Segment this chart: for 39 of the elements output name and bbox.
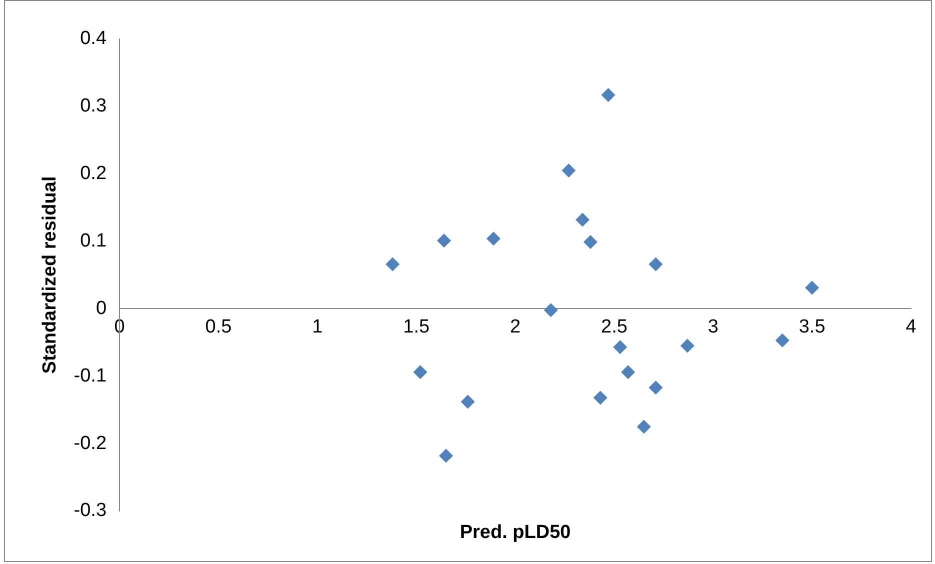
point	[593, 390, 608, 405]
point	[680, 338, 694, 353]
point	[437, 234, 452, 248]
point	[648, 257, 663, 272]
x-axis-title: Pred. pLD50	[460, 522, 571, 544]
x-tick-label: 2.5	[600, 316, 628, 338]
point	[576, 212, 590, 227]
point	[413, 365, 428, 380]
point	[460, 394, 475, 409]
point	[775, 333, 790, 348]
point	[636, 420, 651, 434]
point	[601, 88, 616, 102]
y-tick-label: -0.3	[74, 500, 107, 522]
x-tick-label: 0.5	[205, 316, 232, 338]
point	[562, 163, 576, 178]
point	[544, 303, 558, 318]
x-tick-label: 1	[312, 316, 323, 338]
y-tick-label: 0	[96, 298, 107, 319]
x-tick-label: 1.5	[403, 316, 430, 338]
y-tick-label: 0.3	[80, 96, 107, 117]
point	[439, 448, 454, 463]
y-tick-label: -0.2	[74, 432, 107, 454]
y-tick-label: 0.1	[80, 230, 107, 252]
x-tick-label: 4	[906, 316, 917, 338]
x-tick-label: 2	[510, 316, 521, 338]
x-tick-label: 3	[708, 316, 718, 338]
y-tick-label: 0.2	[80, 163, 107, 184]
y-tick-label: -0.1	[74, 365, 107, 386]
point	[583, 234, 598, 249]
point	[648, 380, 663, 395]
point	[805, 280, 820, 295]
y-axis-title: Standardized residual	[40, 176, 61, 374]
point	[486, 232, 501, 246]
y-tick-label: 0.4	[80, 28, 107, 50]
point	[386, 257, 400, 272]
x-tick-label: 0	[114, 316, 125, 338]
point	[621, 365, 636, 380]
point	[613, 340, 628, 354]
x-tick-label: 3.5	[798, 316, 826, 338]
